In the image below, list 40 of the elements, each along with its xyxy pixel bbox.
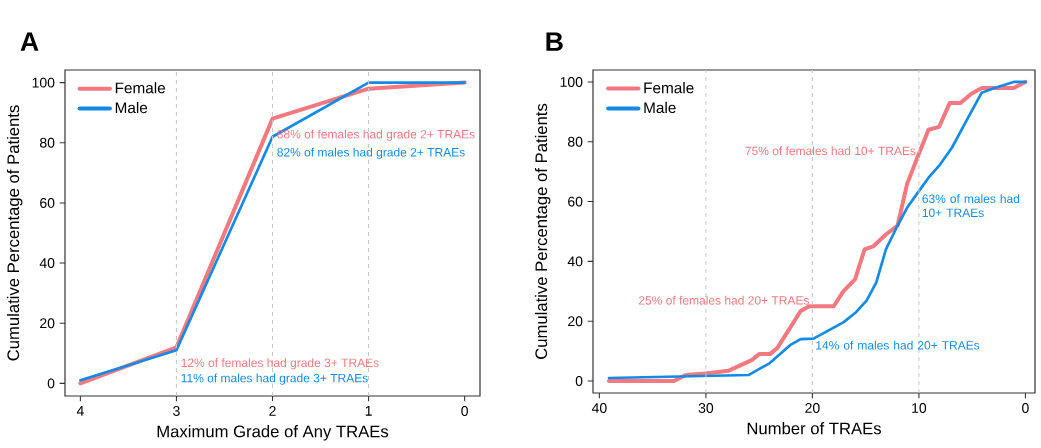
y-tick-label: 40 — [39, 258, 55, 269]
x-tick-label: 20 — [805, 403, 820, 413]
y-axis-title: Cumulative Percentage of Patients — [6, 105, 23, 361]
x-tick-label: 4 — [76, 406, 84, 416]
x-tick-label: 2 — [269, 406, 276, 416]
y-tick-label: 0 — [47, 378, 55, 389]
x-tick-label: 40 — [591, 403, 607, 413]
annotation: 88% of females had grade 2+ TRAEs — [277, 129, 475, 141]
y-tick-label: 60 — [40, 197, 55, 208]
y-tick-label: 100 — [560, 77, 583, 87]
y-tick-label: 80 — [567, 136, 583, 147]
annotation: 82% of males had grade 2+ TRAEs — [277, 147, 465, 159]
x-tick-label: 3 — [173, 406, 180, 416]
legend-label: Male — [644, 101, 676, 114]
x-tick-label: 1 — [365, 406, 372, 416]
x-tick-label: 30 — [698, 403, 714, 413]
x-tick-label: 0 — [461, 406, 468, 416]
legend-label: Female — [644, 82, 694, 94]
y-tick-label: 0 — [575, 376, 583, 386]
x-tick-label: 10 — [912, 403, 927, 413]
chart-title: A — [20, 32, 39, 51]
x-tick-label: 0 — [1022, 403, 1029, 413]
legend-label: Female — [115, 82, 166, 94]
annotation: 14% of males had 20+ TRAEs — [816, 340, 980, 350]
y-tick-label: 60 — [568, 196, 583, 207]
annotation: 75% of females had 10+ TRAEs — [745, 146, 916, 156]
x-axis-title: Maximum Grade of Any TRAEs — [157, 425, 389, 441]
y-tick-label: 80 — [40, 137, 55, 148]
chart-title: B — [546, 32, 563, 51]
annotation: 63% of males had 10+ TRAEs — [922, 194, 1020, 218]
y-tick-label: 40 — [567, 256, 583, 267]
y-axis-title: Cumulative Percentage of Patients — [534, 103, 551, 359]
y-tick-label: 20 — [40, 318, 55, 329]
y-tick-label: 100 — [32, 77, 55, 88]
legend-label: Male — [115, 101, 148, 114]
y-tick-label: 20 — [568, 316, 583, 327]
x-axis-title: Number of TRAEs — [747, 422, 881, 435]
annotation: 11% of males had grade 3+ TRAEs — [181, 373, 368, 385]
annotation: 12% of females had grade 3+ TRAEs — [181, 358, 379, 370]
annotation: 25% of females had 20+ TRAEs — [638, 295, 810, 305]
